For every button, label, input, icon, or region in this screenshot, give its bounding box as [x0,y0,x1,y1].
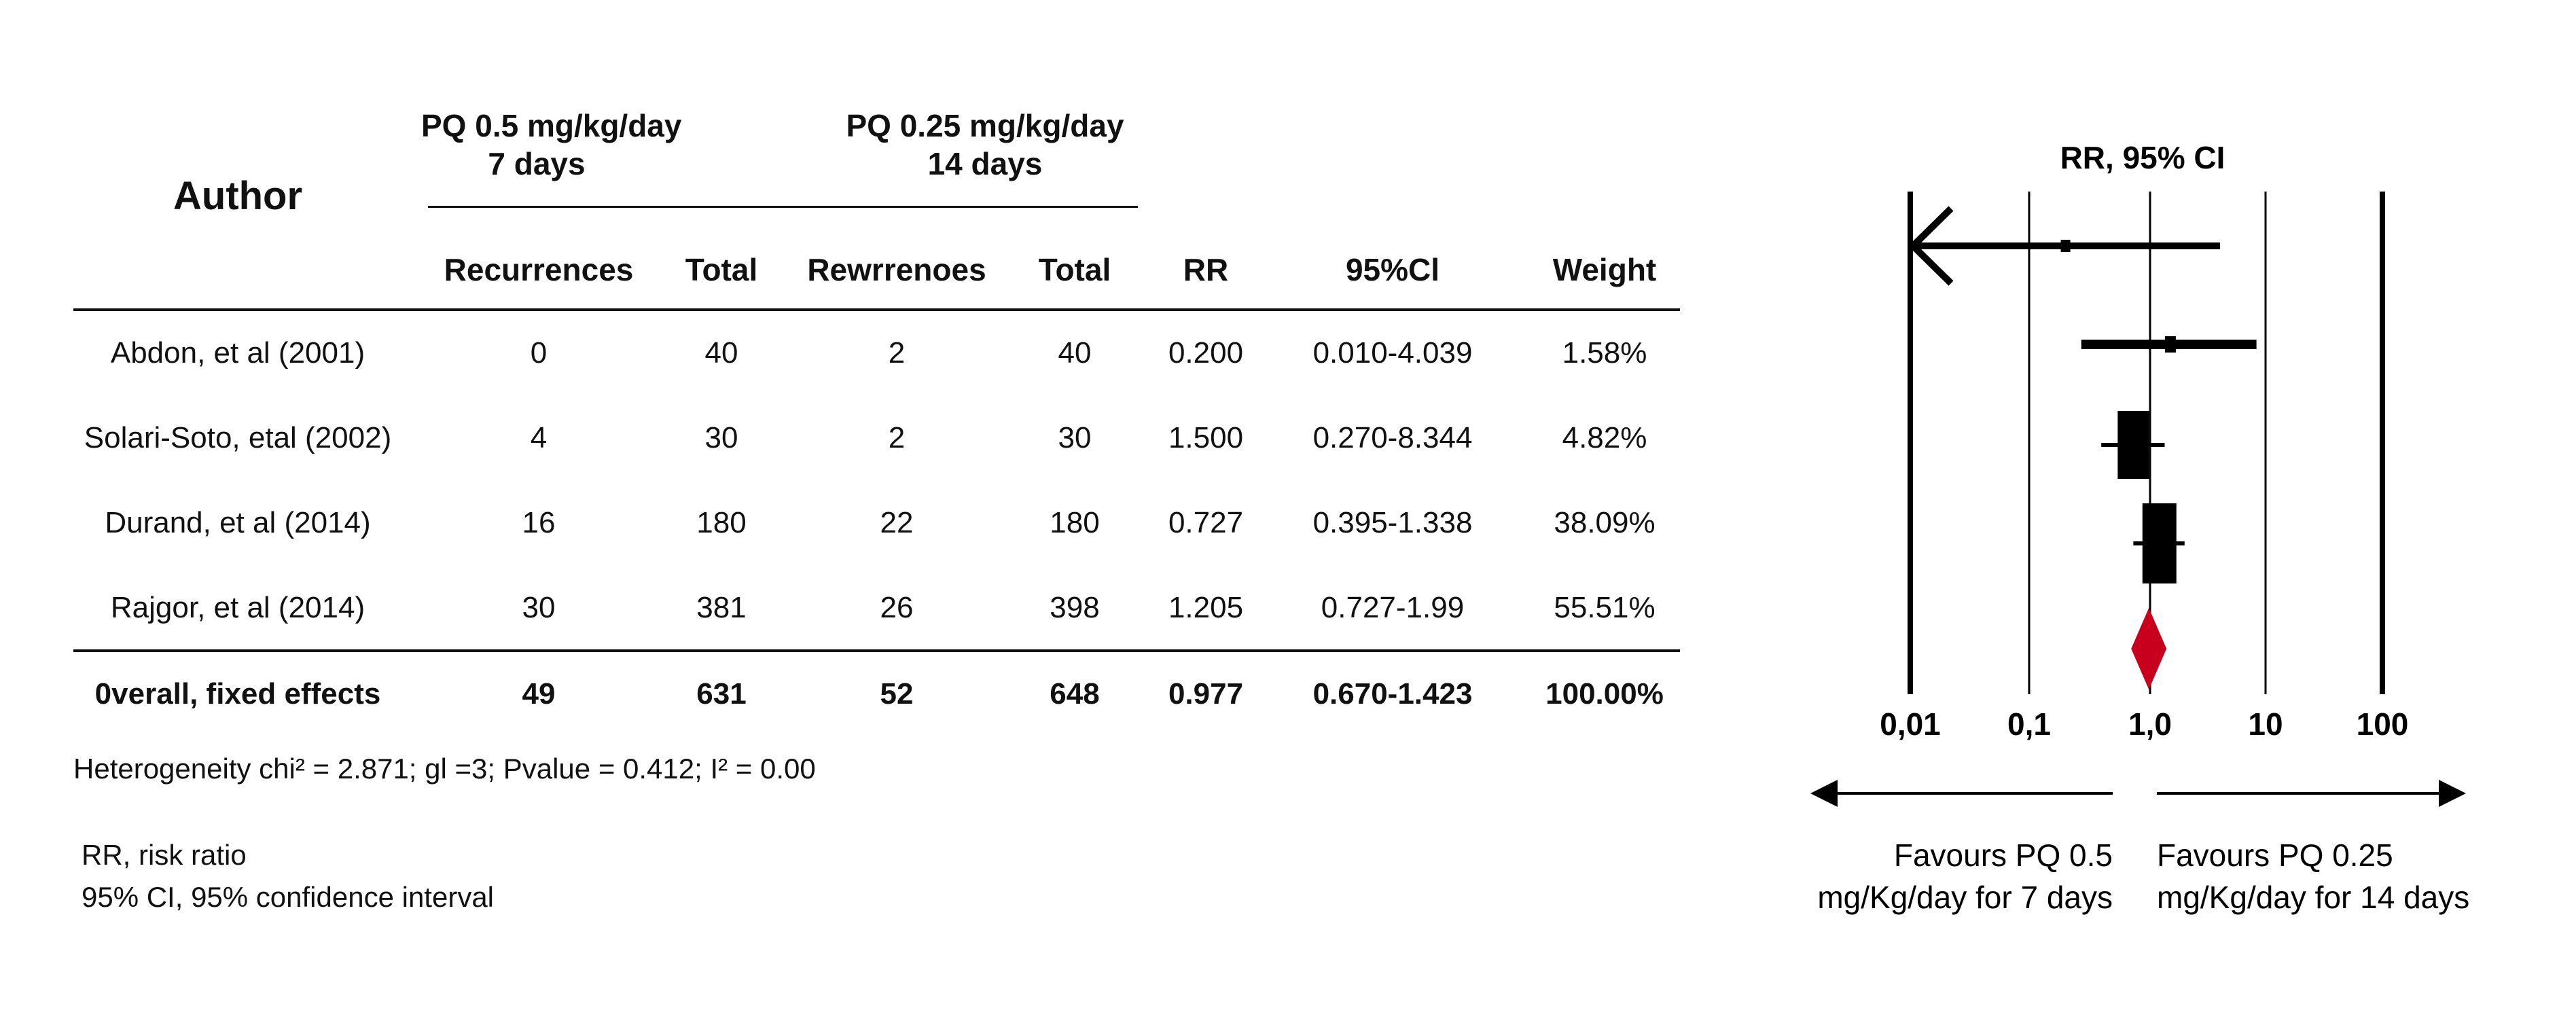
column-header-total-g2: Total [1038,252,1111,287]
study-mark [2081,336,2257,353]
recurrences-g1-cell: 0 [530,336,548,370]
tick-label: 100 [2357,706,2409,742]
overall-weight-cell: 100.00% [1545,677,1664,711]
tick-labels: 0,01 0,1 1,0 10 100 [1880,706,2408,742]
study-mark [2101,411,2165,479]
favours-left-arrowhead [1810,780,1838,807]
group1-header-line2: 7 days [488,146,586,181]
total-g2-cell: 40 [1058,336,1092,370]
author-header: Author [173,174,303,218]
weight-cell: 55.51% [1554,591,1656,624]
rr-cell: 1.500 [1168,421,1244,454]
favours-right-arrowhead [2439,780,2466,807]
ci-cell: 0.270-8.344 [1312,421,1473,454]
tick-label: 1,0 [2128,706,2172,742]
group1-header-line1: PQ 0.5 mg/kg/day [421,108,682,143]
recurrences-g1-cell: 4 [530,421,548,454]
recurrences-g1-cell: 16 [522,506,556,539]
study-mark [1908,206,2221,286]
weight-box [2164,336,2176,353]
ci-cell: 0.010-4.039 [1312,336,1473,370]
overall-rule [73,649,1680,652]
total-g1-cell: 381 [696,591,747,624]
column-header-recurrences-g2: Rewrrenoes [807,252,986,287]
overall-ci-cell: 0.670-1.423 [1312,677,1473,711]
author-cell: Rajgor, et al (2014) [110,591,365,624]
heterogeneity-note: Heterogeneity chi² = 2.871; gl =3; Pvalu… [73,753,816,785]
author-cell: Abdon, et al (2001) [110,336,365,370]
favours-left-line1: Favours PQ 0.5 [1894,838,2113,873]
group2-header-line2: 14 days [927,146,1043,181]
recurrences-g2-cell: 2 [888,336,906,370]
plot-title: RR, 95% CI [2060,140,2225,175]
overall-rr-cell: 0.977 [1168,677,1244,711]
column-header-recurrences-g1: Recurrences [444,252,634,287]
ci-footnote: 95% CI, 95% confidence interval [82,881,495,913]
pooled-estimate [2131,608,2167,689]
recurrences-g2-cell: 22 [880,506,914,539]
group2-header: PQ 0.25 mg/kg/day 14 days [822,107,1148,182]
column-header-ci: 95%Cl [1345,252,1440,287]
overall-author-cell: 0verall, fixed effects [94,677,381,711]
group2-header-line1: PQ 0.25 mg/kg/day [846,108,1124,143]
total-g1-cell: 30 [704,421,738,454]
weight-cell: 38.09% [1554,506,1656,539]
overall-recurrences-g2-cell: 52 [880,677,914,711]
ci-arrow-left [1908,206,1954,286]
weight-box [2142,503,2177,583]
ci-cell: 0.395-1.338 [1312,506,1473,539]
group-underline [428,206,1138,208]
rr-cell: 1.205 [1168,591,1244,624]
weight-box [2117,411,2149,479]
favours-arrows [1810,780,2466,807]
rr-cell: 0.200 [1168,336,1244,370]
overall-total-g1-cell: 631 [696,677,747,711]
header-rule [73,308,1680,311]
total-g1-cell: 180 [696,506,747,539]
favours-right-line1: Favours PQ 0.25 [2157,838,2393,873]
rr-footnote: RR, risk ratio [82,839,247,871]
weight-cell: 1.58% [1562,336,1647,370]
overall-recurrences-g1-cell: 49 [522,677,556,711]
recurrences-g2-cell: 26 [880,591,914,624]
column-header-total-g1: Total [685,252,758,287]
total-g1-cell: 40 [704,336,738,370]
rr-cell: 0.727 [1168,506,1244,539]
favours-right-line2: mg/Kg/day for 14 days [2157,880,2469,915]
study-mark [2133,503,2185,583]
recurrences-g2-cell: 2 [888,421,906,454]
column-header-weight: Weight [1552,252,1657,287]
tick-label: 0,1 [2007,706,2051,742]
author-cell: Durand, et al (2014) [105,506,371,539]
column-header-rr: RR [1183,252,1229,287]
favours-left-line2: mg/Kg/day for 7 days [1817,880,2113,915]
recurrences-g1-cell: 30 [522,591,556,624]
tick-label: 0,01 [1880,706,1941,742]
pooled-diamond [2131,608,2167,689]
weight-cell: 4.82% [1562,421,1647,454]
author-cell: Solari-Soto, etal (2002) [84,421,392,454]
weight-box [2060,240,2071,252]
tick-label: 10 [2248,706,2283,742]
study-marks [1908,206,2257,583]
total-g2-cell: 30 [1058,421,1092,454]
overall-total-g2-cell: 648 [1050,677,1100,711]
total-g2-cell: 398 [1050,591,1100,624]
ci-cell: 0.727-1.99 [1321,591,1465,624]
group1-header: PQ 0.5 mg/kg/day 7 days [421,107,682,182]
total-g2-cell: 180 [1050,506,1100,539]
